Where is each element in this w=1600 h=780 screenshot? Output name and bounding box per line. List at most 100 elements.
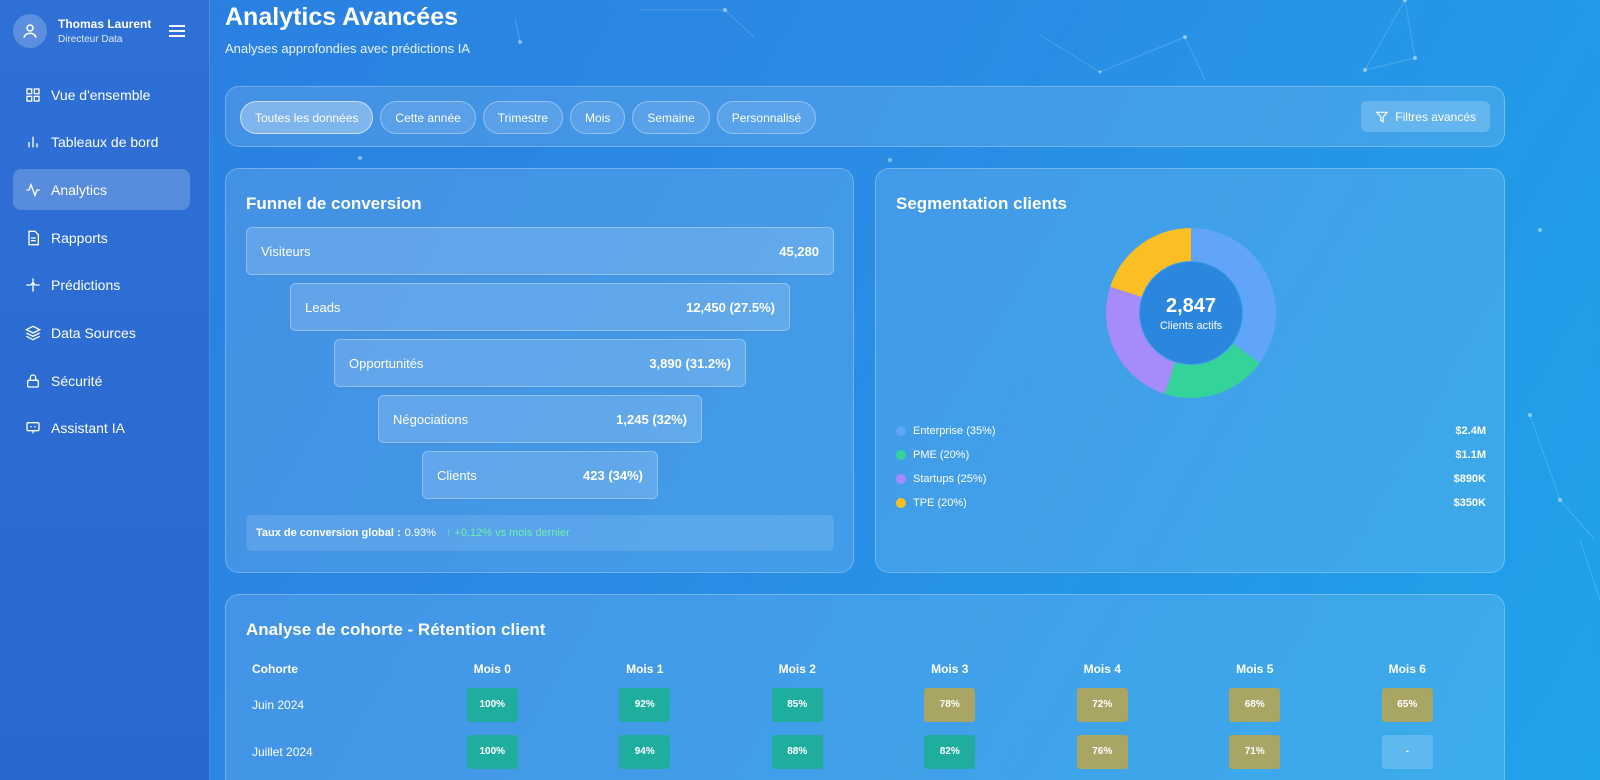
column-header: Mois 0 xyxy=(473,662,511,676)
sidebar-item-predictions[interactable]: Prédictions xyxy=(13,265,190,306)
page-title: Analytics Avancées xyxy=(225,3,458,31)
filter-icon xyxy=(1375,110,1389,124)
column-header: Mois 6 xyxy=(1388,662,1426,676)
funnel-stage-label: Visiteurs xyxy=(261,243,311,259)
retention-cell: 71% xyxy=(1229,734,1281,769)
user-profile[interactable]: Thomas Laurent Directeur Data xyxy=(13,14,193,48)
legend-label: PME (20%) xyxy=(913,449,970,461)
funnel-stage[interactable]: Opportunités 3,890 (31.2%) xyxy=(334,339,746,387)
hamburger-icon xyxy=(169,25,185,37)
table-row: Juin 2024 100% 92% 85% 78% 72% 68% 65% xyxy=(246,681,1486,728)
segmentation-legend: Enterprise (35%) $2.4M PME (20%) $1.1M S… xyxy=(896,419,1486,515)
conversion-summary: Taux de conversion global : 0.93% ↑ +0.1… xyxy=(246,515,834,551)
donut-hole xyxy=(1140,262,1242,364)
funnel-stage-label: Négociations xyxy=(393,411,469,427)
retention-cell: 65% xyxy=(1381,687,1433,722)
sidebar-item-vue-ensemble[interactable]: Vue d'ensemble xyxy=(13,74,190,115)
retention-cell: 92% xyxy=(619,687,671,722)
retention-cell: 82% xyxy=(924,734,976,769)
donut-slice[interactable] xyxy=(1191,228,1276,363)
legend-item: Enterprise (35%) $2.4M xyxy=(896,419,1486,443)
filter-chip-trimestre[interactable]: Trimestre xyxy=(482,101,564,134)
donut-center: 2,847 Clients actifs xyxy=(1105,227,1277,399)
user-role: Directeur Data xyxy=(58,34,123,45)
donut-slice[interactable] xyxy=(1164,343,1260,398)
legend-amount: $2.4M xyxy=(1455,425,1486,437)
active-clients-count: 2,847 xyxy=(1165,294,1217,317)
legend-item: PME (20%) $1.1M xyxy=(896,443,1486,467)
donut-slice[interactable] xyxy=(1106,286,1175,394)
sidebar-item-tableaux-de-bord[interactable]: Tableaux de bord xyxy=(13,122,190,163)
legend-item: TPE (20%) $350K xyxy=(896,491,1486,515)
legend-item: Startups (25%) $890K xyxy=(896,467,1486,491)
retention-cell: 100% xyxy=(466,687,518,722)
sparkle-icon xyxy=(24,276,42,294)
cohort-label: Juin 2024 xyxy=(252,697,305,712)
sidebar-item-data-sources[interactable]: Data Sources xyxy=(13,312,190,353)
user-icon xyxy=(23,24,37,38)
sidebar-item-assistant-ia[interactable]: Assistant IA xyxy=(13,408,190,449)
sidebar-item-label: Prédictions xyxy=(51,277,121,294)
filter-bar: Toutes les données Cette année Trimestre… xyxy=(225,86,1505,147)
filter-chip-mois[interactable]: Mois xyxy=(570,101,626,134)
activity-icon xyxy=(24,181,42,199)
sidebar-item-rapports[interactable]: Rapports xyxy=(13,217,190,258)
sidebar-item-analytics[interactable]: Analytics xyxy=(13,169,190,211)
table-row: Juillet 2024 100% 94% 88% 82% 76% 71% - xyxy=(246,728,1486,775)
donut-slice[interactable] xyxy=(1110,228,1191,297)
lock-icon xyxy=(24,372,42,390)
column-header: Mois 1 xyxy=(626,662,664,676)
filter-chip-semaine[interactable]: Semaine xyxy=(632,101,710,134)
page-subtitle: Analyses approfondies avec prédictions I… xyxy=(225,41,470,56)
segmentation-card: Segmentation clients 2,847 Clients actif… xyxy=(875,168,1505,573)
funnel-stage-label: Opportunités xyxy=(349,355,424,371)
legend-label: Startups (25%) xyxy=(913,473,987,485)
segmentation-title: Segmentation clients xyxy=(896,194,1067,213)
sidebar: Thomas Laurent Directeur Data Vue d'ense… xyxy=(0,0,210,780)
sidebar-item-label: Vue d'ensemble xyxy=(51,86,151,103)
bot-icon xyxy=(24,419,42,437)
layers-icon xyxy=(24,324,42,342)
legend-amount: $890K xyxy=(1453,473,1486,485)
filter-chip-toutes[interactable]: Toutes les données xyxy=(240,101,374,134)
sidebar-item-label: Sécurité xyxy=(51,372,103,389)
funnel-title: Funnel de conversion xyxy=(246,194,422,213)
retention-cell: 100% xyxy=(466,734,518,769)
conversion-label: Taux de conversion global : xyxy=(256,527,401,539)
filter-chip-annee[interactable]: Cette année xyxy=(380,101,476,134)
column-header: Mois 5 xyxy=(1236,662,1274,676)
sidebar-item-label: Data Sources xyxy=(51,324,136,341)
retention-cell: 88% xyxy=(771,734,823,769)
funnel-stage[interactable]: Clients 423 (34%) xyxy=(422,451,658,499)
avatar[interactable] xyxy=(13,14,47,48)
donut-chart xyxy=(1106,228,1276,398)
cohort-title: Analyse de cohorte - Rétention client xyxy=(246,620,546,639)
legend-amount: $350K xyxy=(1453,497,1486,509)
funnel-stage[interactable]: Leads 12,450 (27.5%) xyxy=(290,283,790,331)
cohort-table: Cohorte Mois 0 Mois 1 Mois 2 Mois 3 Mois… xyxy=(246,657,1486,775)
sidebar-item-label: Tableaux de bord xyxy=(51,134,159,151)
sidebar-item-label: Rapports xyxy=(51,229,108,246)
filter-chip-personnalise[interactable]: Personnalisé xyxy=(716,101,817,134)
legend-label: Enterprise (35%) xyxy=(913,425,996,437)
conversion-delta: ↑ +0.12% vs mois dernier xyxy=(445,527,570,539)
sidebar-nav: Vue d'ensemble Tableaux de bord Analytic… xyxy=(13,74,190,456)
legend-label: TPE (20%) xyxy=(913,497,967,509)
funnel-stage[interactable]: Négociations 1,245 (32%) xyxy=(378,395,702,443)
document-icon xyxy=(24,229,42,247)
menu-toggle-button[interactable] xyxy=(166,21,188,41)
sidebar-item-label: Analytics xyxy=(51,181,108,198)
sidebar-item-securite[interactable]: Sécurité xyxy=(13,360,190,401)
funnel-stage-value: 3,890 (31.2%) xyxy=(649,355,731,371)
advanced-filters-button[interactable]: Filtres avancés xyxy=(1361,101,1490,132)
period-filters: Toutes les données Cette année Trimestre… xyxy=(240,101,823,134)
cohort-card: Analyse de cohorte - Rétention client Co… xyxy=(225,594,1505,780)
funnel-stage-value: 12,450 (27.5%) xyxy=(686,299,775,315)
funnel-stage[interactable]: Visiteurs 45,280 xyxy=(246,227,834,275)
funnel-stage-value: 45,280 xyxy=(779,243,819,259)
legend-dot xyxy=(896,498,906,508)
legend-dot xyxy=(896,426,906,436)
grid-icon xyxy=(24,86,42,104)
conversion-value: 0.93% xyxy=(404,527,436,539)
legend-amount: $1.1M xyxy=(1455,449,1486,461)
